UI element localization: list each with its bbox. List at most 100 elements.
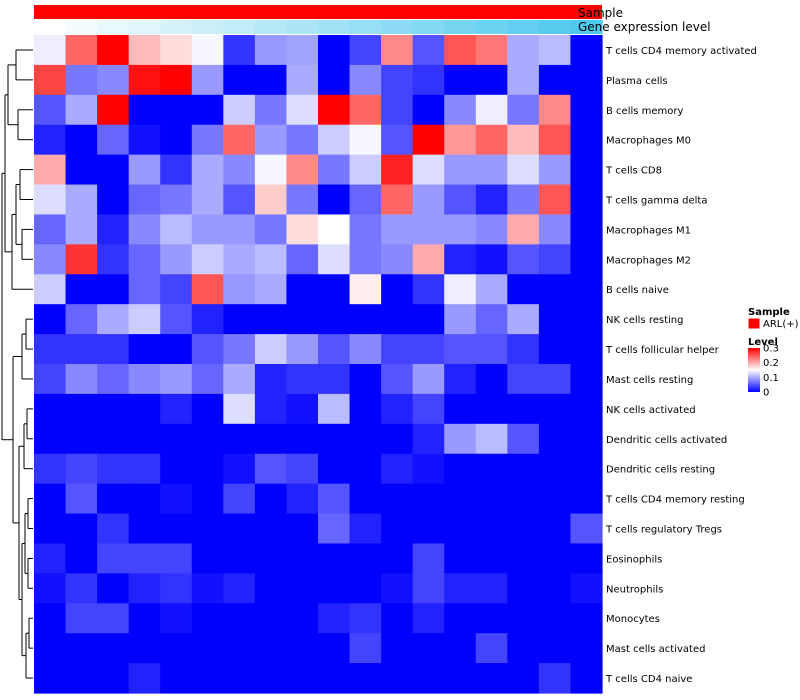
heatmap-cell — [349, 453, 382, 485]
heatmap-cell — [97, 513, 130, 545]
heatmap-cell — [475, 334, 508, 365]
row-label: Dendritic cells resting — [606, 465, 715, 476]
heatmap-cell — [538, 573, 572, 604]
heatmap-cell — [65, 633, 98, 664]
heatmap-cell — [191, 334, 224, 365]
annotation-cell-gene-expression — [381, 20, 414, 34]
legend-level-tick-label: 0.3 — [763, 344, 779, 355]
heatmap-cell — [318, 513, 351, 545]
heatmap-cell — [475, 483, 508, 515]
heatmap-cell — [223, 543, 256, 574]
heatmap-cell — [318, 64, 351, 96]
heatmap-cell — [444, 214, 477, 245]
heatmap-cell — [412, 663, 445, 694]
heatmap-cell — [381, 274, 414, 305]
heatmap-cell — [97, 274, 130, 305]
heatmap-cell — [254, 124, 288, 156]
heatmap-cell — [475, 453, 508, 485]
legend: Sample ARL(+) Level 0.3 0.2 0.1 0 — [747, 307, 799, 399]
heatmap-cell — [444, 274, 477, 305]
heatmap-cell — [318, 423, 351, 455]
heatmap-cell — [507, 154, 540, 186]
heatmap-cell — [381, 304, 414, 335]
heatmap-cell — [412, 453, 445, 485]
heatmap-cell — [318, 274, 351, 305]
heatmap-cell — [475, 573, 508, 604]
heatmap-cell — [160, 304, 193, 335]
heatmap-cell — [34, 364, 67, 395]
heatmap-cell — [97, 64, 130, 96]
heatmap-cell — [538, 214, 572, 245]
heatmap-cell — [128, 334, 161, 365]
heatmap-cell — [160, 334, 193, 365]
heatmap-cell — [65, 513, 98, 545]
heatmap-cell — [538, 543, 572, 574]
heatmap-cell — [128, 64, 161, 96]
heatmap-cell — [412, 573, 445, 604]
heatmap-cell — [349, 663, 382, 694]
heatmap-cell — [412, 244, 445, 275]
annotation-cell-gene-expression — [412, 20, 445, 34]
heatmap-cell — [97, 603, 130, 634]
heatmap-cell — [254, 154, 288, 186]
heatmap-cell — [349, 124, 382, 156]
row-label: T cells CD4 naive — [605, 674, 692, 685]
heatmap-cell — [254, 393, 288, 425]
heatmap-cell — [223, 513, 256, 545]
heatmap-cell — [191, 124, 224, 156]
legend-level-ticks: 0.3 0.2 0.1 0 — [763, 344, 779, 399]
heatmap-cell — [318, 663, 351, 694]
heatmap-cell — [191, 214, 224, 245]
heatmap-cell — [412, 304, 445, 335]
heatmap-cell — [570, 94, 603, 126]
heatmap-cell — [412, 513, 445, 545]
annotation-cell-gene-expression — [318, 20, 351, 34]
heatmap-cell — [191, 393, 224, 425]
heatmap-cell — [570, 543, 603, 574]
heatmap-cell — [570, 423, 603, 455]
heatmap-cell — [191, 154, 224, 186]
heatmap-cell — [475, 94, 508, 126]
heatmap-cell — [34, 124, 67, 156]
heatmap-cell — [65, 663, 98, 694]
legend-level-title: Level — [748, 337, 778, 348]
heatmap-cell — [412, 334, 445, 365]
heatmap-cell — [97, 633, 130, 664]
heatmap-cell — [507, 453, 540, 485]
row-label: T cells gamma delta — [605, 196, 707, 207]
heatmap-cell — [538, 35, 572, 66]
heatmap-cell — [34, 453, 67, 485]
heatmap-cell — [223, 663, 256, 694]
heatmap-cell — [349, 573, 382, 604]
heatmap-cell — [191, 274, 224, 305]
heatmap-cell — [160, 423, 193, 455]
heatmap-cell — [538, 423, 572, 455]
heatmap-cell — [65, 124, 98, 156]
heatmap-cell — [128, 214, 161, 245]
heatmap-cell — [412, 184, 445, 216]
heatmap-cell — [65, 214, 98, 245]
annotation-cell-gene-expression — [254, 20, 288, 34]
heatmap-cell — [412, 543, 445, 574]
heatmap-cell — [254, 244, 288, 275]
heatmap-cell — [570, 64, 603, 96]
heatmap-cell — [507, 184, 540, 216]
row-label: Neutrophils — [606, 584, 663, 595]
heatmap-cell — [160, 35, 193, 66]
heatmap-cell — [538, 94, 572, 126]
legend-sample-entry-label: ARL(+) — [763, 319, 799, 330]
heatmap-cell — [349, 304, 382, 335]
heatmap-cell — [223, 214, 256, 245]
row-label: Dendritic cells activated — [606, 435, 727, 446]
heatmap-cell — [538, 244, 572, 275]
heatmap-cell — [444, 304, 477, 335]
heatmap-cell — [223, 393, 256, 425]
heatmap-cell — [318, 154, 351, 186]
heatmap-cell — [34, 214, 67, 245]
heatmap-cell — [318, 573, 351, 604]
heatmap-cell — [349, 274, 382, 305]
heatmap-cell — [254, 423, 288, 455]
heatmap-cell — [286, 543, 319, 574]
heatmap-cell — [191, 184, 224, 216]
heatmap-cell — [570, 304, 603, 335]
